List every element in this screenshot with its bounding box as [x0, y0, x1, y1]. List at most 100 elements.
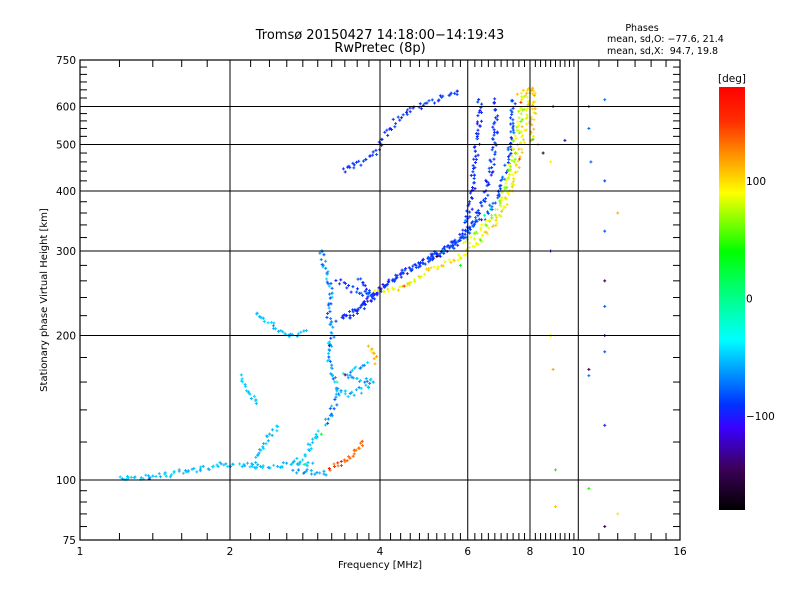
data-point: [296, 332, 300, 336]
data-point: [327, 301, 331, 305]
data-point: [441, 248, 445, 252]
data-point: [368, 154, 372, 158]
data-point: [372, 293, 376, 297]
data-point: [410, 267, 414, 271]
data-point: [368, 378, 372, 382]
data-point: [394, 273, 398, 277]
data-point: [525, 122, 529, 126]
data-point: [334, 392, 338, 396]
data-point: [532, 89, 536, 93]
data-point: [517, 166, 521, 170]
data-point: [492, 162, 496, 166]
data-point: [476, 210, 480, 214]
data-point: [333, 380, 337, 384]
data-point: [325, 280, 329, 284]
data-point: [523, 128, 527, 132]
data-point: [328, 413, 332, 417]
data-point: [458, 236, 462, 240]
data-point: [320, 263, 324, 267]
data-point: [373, 289, 377, 293]
data-point: [315, 471, 319, 475]
data-point: [329, 320, 333, 324]
data-point: [468, 191, 472, 195]
data-point: [498, 201, 502, 205]
data-point: [437, 98, 441, 102]
data-point: [251, 462, 255, 466]
data-point: [366, 361, 370, 365]
data-point: [517, 147, 521, 151]
data-point: [428, 258, 432, 262]
data-point: [451, 243, 455, 247]
data-point: [254, 466, 258, 470]
data-point: [322, 472, 326, 476]
data-point: [476, 214, 480, 218]
data-point: [350, 375, 354, 379]
data-point: [330, 404, 334, 408]
data-point: [436, 99, 440, 103]
data-point: [526, 107, 530, 111]
data-point: [477, 217, 481, 221]
data-point: [511, 173, 515, 177]
data-point: [352, 366, 356, 370]
data-point: [465, 248, 469, 252]
data-point: [504, 171, 508, 175]
data-point: [520, 95, 524, 99]
data-point: [526, 104, 530, 108]
data-point: [330, 286, 334, 290]
data-point: [489, 173, 493, 177]
data-point: [499, 198, 503, 202]
data-point: [330, 363, 334, 367]
data-point: [501, 175, 505, 179]
data-point: [199, 465, 203, 469]
data-point: [616, 211, 620, 215]
data-point: [248, 392, 252, 396]
data-point: [449, 260, 453, 264]
data-point: [506, 148, 510, 152]
data-point: [486, 181, 490, 185]
data-point: [383, 130, 387, 134]
data-point: [328, 296, 332, 300]
data-point: [411, 264, 415, 268]
data-point: [343, 392, 347, 396]
data-point: [273, 327, 277, 331]
data-point: [455, 89, 459, 93]
data-point: [511, 147, 515, 151]
data-point: [467, 202, 471, 206]
data-point: [498, 187, 502, 191]
data-point: [295, 456, 299, 460]
data-point: [385, 128, 389, 132]
data-point: [369, 377, 373, 381]
data-point: [295, 471, 299, 475]
data-point: [471, 224, 475, 228]
data-point: [343, 460, 347, 464]
data-point: [515, 92, 519, 96]
data-point: [328, 360, 332, 364]
data-point: [380, 144, 384, 148]
data-point: [395, 276, 399, 280]
data-point: [454, 241, 458, 245]
data-point: [313, 472, 317, 476]
data-point: [408, 106, 412, 110]
data-point: [302, 471, 306, 475]
data-point: [370, 294, 374, 298]
data-point: [363, 380, 367, 384]
data-point: [418, 276, 422, 280]
data-point: [330, 331, 334, 335]
data-point: [553, 468, 557, 472]
data-point: [441, 264, 445, 268]
data-point: [484, 178, 488, 182]
data-point: [510, 185, 514, 189]
data-point: [272, 321, 276, 325]
data-point: [311, 437, 315, 441]
data-point: [527, 86, 531, 90]
data-point: [468, 215, 472, 219]
data-point: [261, 445, 265, 449]
data-point: [451, 258, 455, 262]
data-point: [531, 107, 535, 111]
data-point: [362, 307, 366, 311]
data-point: [354, 160, 358, 164]
data-point: [216, 465, 220, 469]
data-point: [520, 135, 524, 139]
data-point: [492, 133, 496, 137]
data-point: [456, 258, 460, 262]
